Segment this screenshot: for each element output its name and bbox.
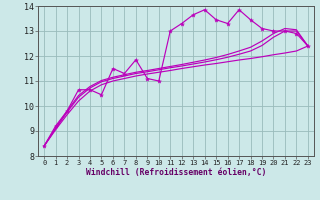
X-axis label: Windchill (Refroidissement éolien,°C): Windchill (Refroidissement éolien,°C) xyxy=(86,168,266,177)
